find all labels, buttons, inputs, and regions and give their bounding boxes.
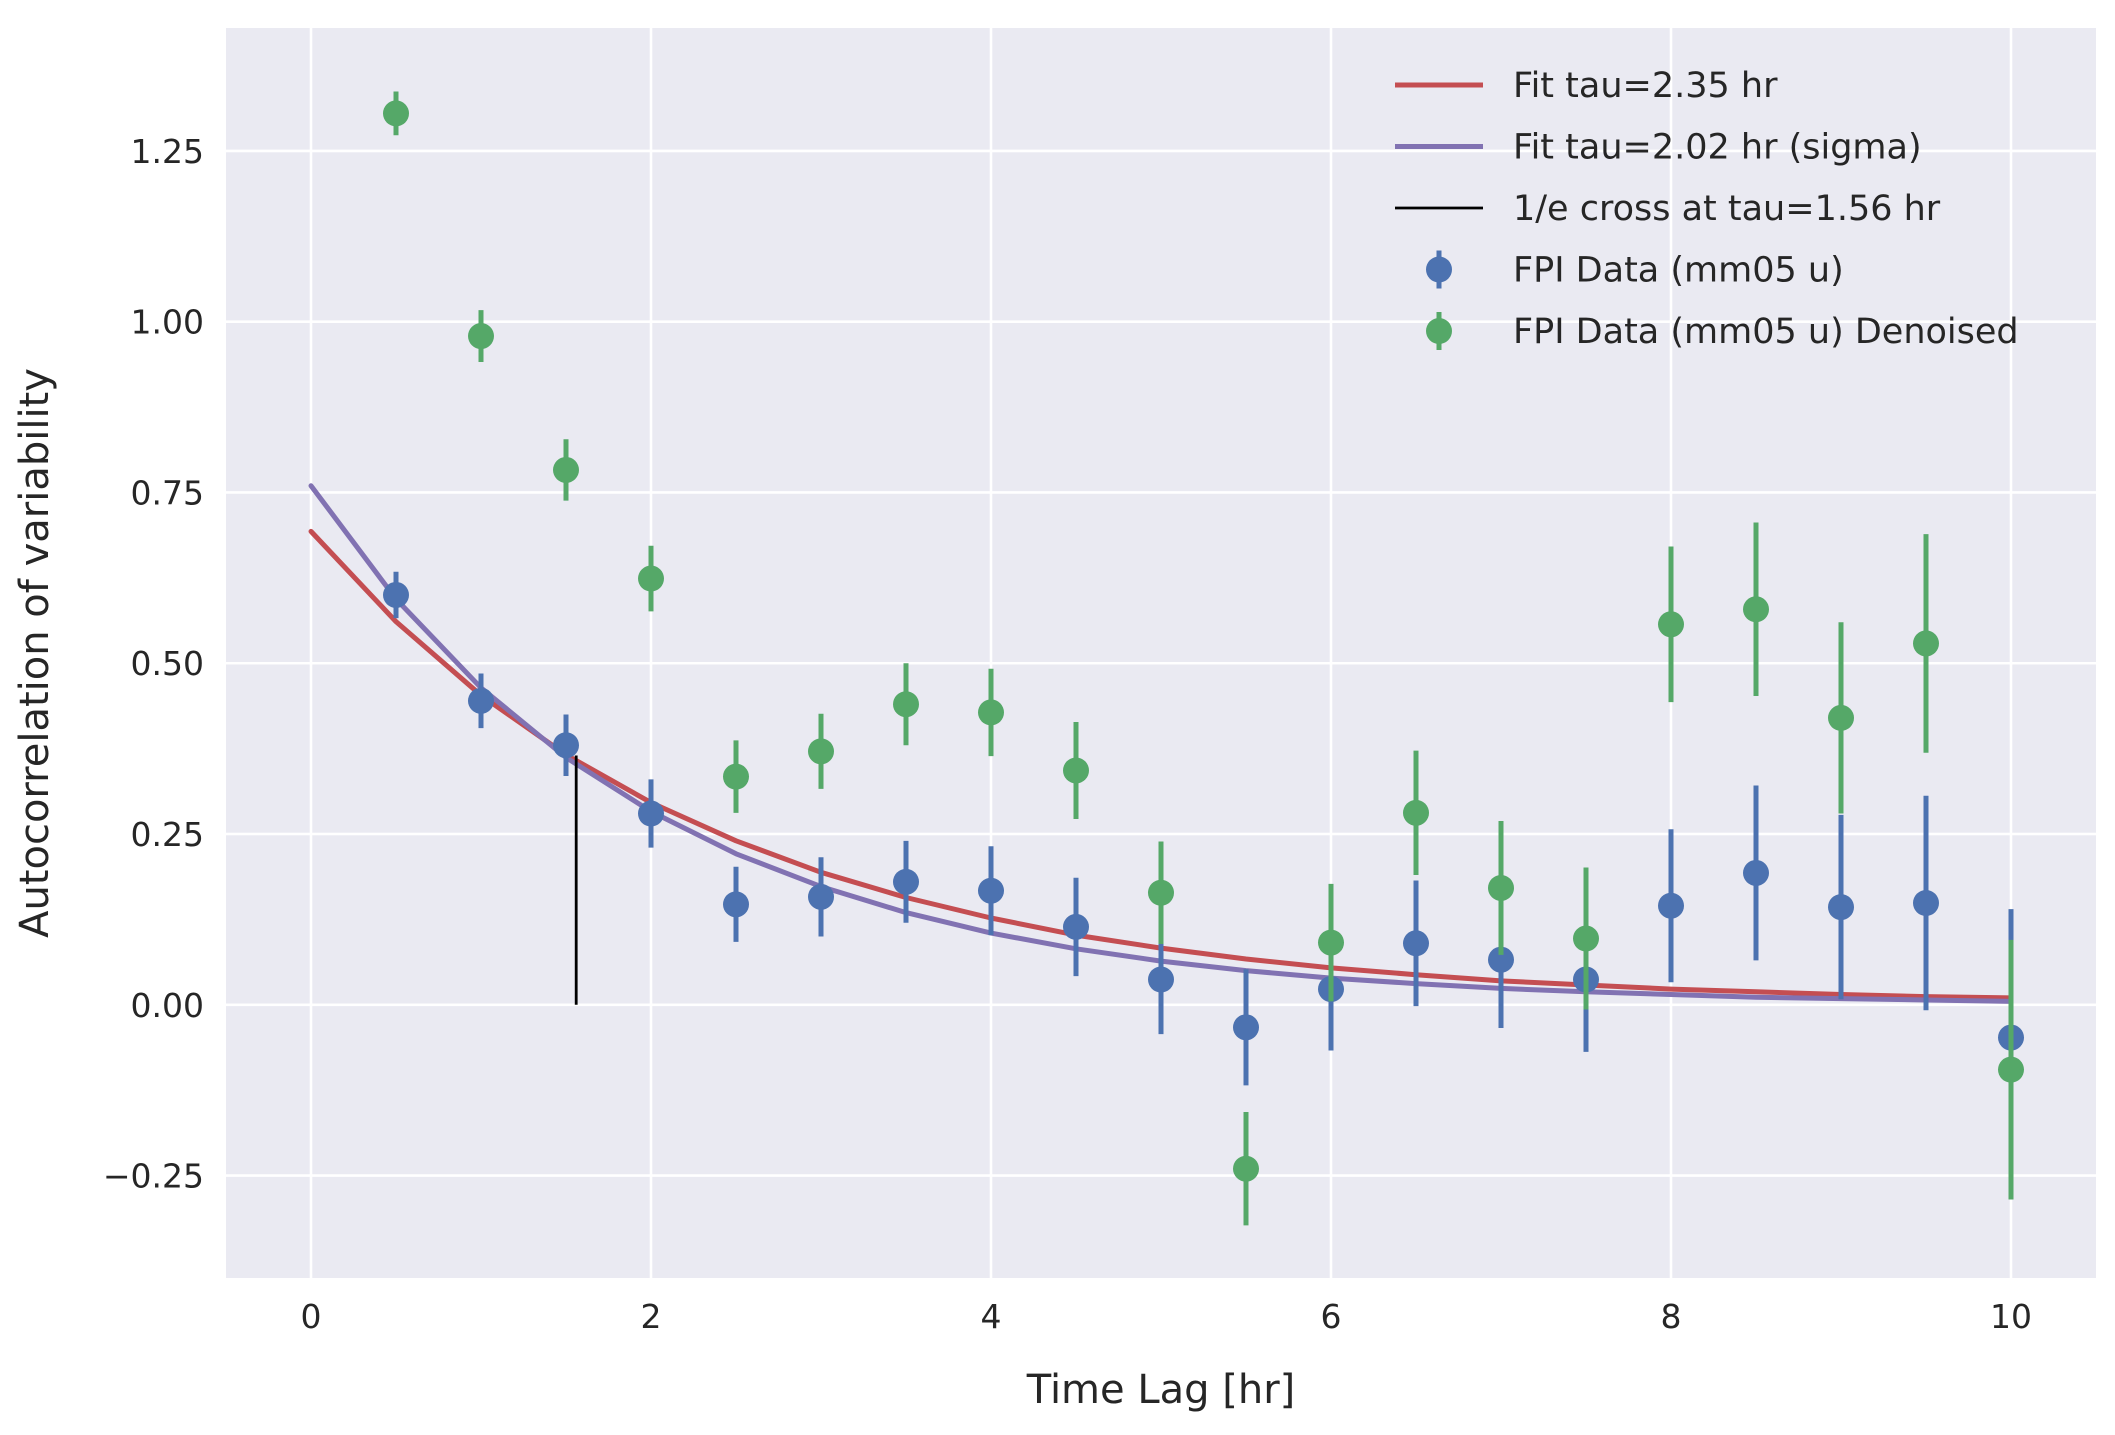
data-point (1913, 890, 1939, 916)
data-point (468, 323, 494, 350)
plot-background (226, 28, 2096, 1278)
data-point (1403, 930, 1429, 957)
data-point (978, 877, 1004, 904)
x-tick-label: 2 (641, 1297, 662, 1336)
data-point (1573, 925, 1599, 952)
data-point (723, 891, 749, 918)
data-point (1063, 757, 1089, 784)
x-axis-label: Time Lag [hr] (1026, 1367, 1296, 1413)
data-point (638, 800, 664, 827)
data-point (978, 699, 1004, 726)
x-tick-label: 4 (981, 1297, 1002, 1336)
x-tick-label: 0 (301, 1297, 322, 1336)
legend-entry: Fit tau=2.35 hr (1395, 66, 1778, 106)
data-point (808, 738, 834, 765)
y-tick-label: 0.75 (131, 473, 204, 512)
data-point (1998, 1056, 2024, 1083)
y-tick-label: 1.00 (131, 303, 204, 342)
legend-marker (1426, 318, 1452, 344)
y-tick-labels: −0.25 0.00 0.25 0.50 0.75 1.00 1.25 (103, 132, 204, 1196)
data-point (1318, 929, 1344, 956)
data-point (383, 581, 409, 608)
data-point (553, 456, 579, 483)
y-axis-label: Autocorrelation of variability (12, 368, 58, 938)
data-point (1148, 966, 1174, 993)
y-tick-label: 0.00 (131, 986, 204, 1025)
data-point (723, 763, 749, 790)
legend-entry: FPI Data (mm05 u) Denoised (1426, 312, 2019, 352)
data-point (1913, 630, 1939, 657)
data-point (468, 687, 494, 714)
data-point (553, 732, 579, 759)
y-tick-label: 1.25 (131, 132, 204, 171)
data-point (1828, 894, 1854, 921)
x-tick-label: 10 (1990, 1297, 2032, 1336)
y-tick-label: 0.50 (131, 644, 204, 683)
data-point (638, 565, 664, 592)
legend-marker (1426, 256, 1452, 283)
data-point (1403, 799, 1429, 826)
data-point (1743, 596, 1769, 623)
data-point (1233, 1014, 1259, 1041)
legend-label: 1/e cross at tau=1.56 hr (1513, 189, 1941, 229)
legend-entry: 1/e cross at tau=1.56 hr (1395, 189, 1941, 229)
data-point (893, 868, 919, 895)
legend-label: FPI Data (mm05 u) (1513, 251, 1844, 291)
data-point (383, 100, 409, 127)
x-tick-labels: 0 2 4 6 8 10 (301, 1297, 2033, 1336)
legend-label: Fit tau=2.35 hr (1513, 66, 1778, 106)
grid (226, 28, 2096, 1278)
data-point (1658, 892, 1684, 919)
data-point (1233, 1155, 1259, 1182)
legend-label: Fit tau=2.02 hr (sigma) (1513, 128, 1922, 168)
data-point (1488, 874, 1514, 901)
legend-entry: Fit tau=2.02 hr (sigma) (1395, 128, 1922, 168)
legend-entry: FPI Data (mm05 u) (1426, 250, 1844, 291)
legend-label: FPI Data (mm05 u) Denoised (1513, 312, 2019, 352)
legend: Fit tau=2.35 hr Fit tau=2.02 hr (sigma) 1/… (1395, 66, 2019, 352)
data-point (808, 883, 834, 910)
data-point (1488, 946, 1514, 973)
x-tick-label: 8 (1661, 1297, 1682, 1336)
series-fpi-denoised (383, 91, 2024, 1226)
x-tick-label: 6 (1321, 1297, 1342, 1336)
y-tick-label: −0.25 (103, 1157, 204, 1196)
y-tick-label: 0.25 (131, 815, 204, 854)
data-points (383, 91, 2024, 1226)
data-point (1658, 611, 1684, 638)
data-point (1743, 859, 1769, 886)
data-point (1828, 704, 1854, 731)
data-point (1148, 879, 1174, 906)
data-point (1063, 913, 1089, 940)
data-point (893, 691, 919, 718)
